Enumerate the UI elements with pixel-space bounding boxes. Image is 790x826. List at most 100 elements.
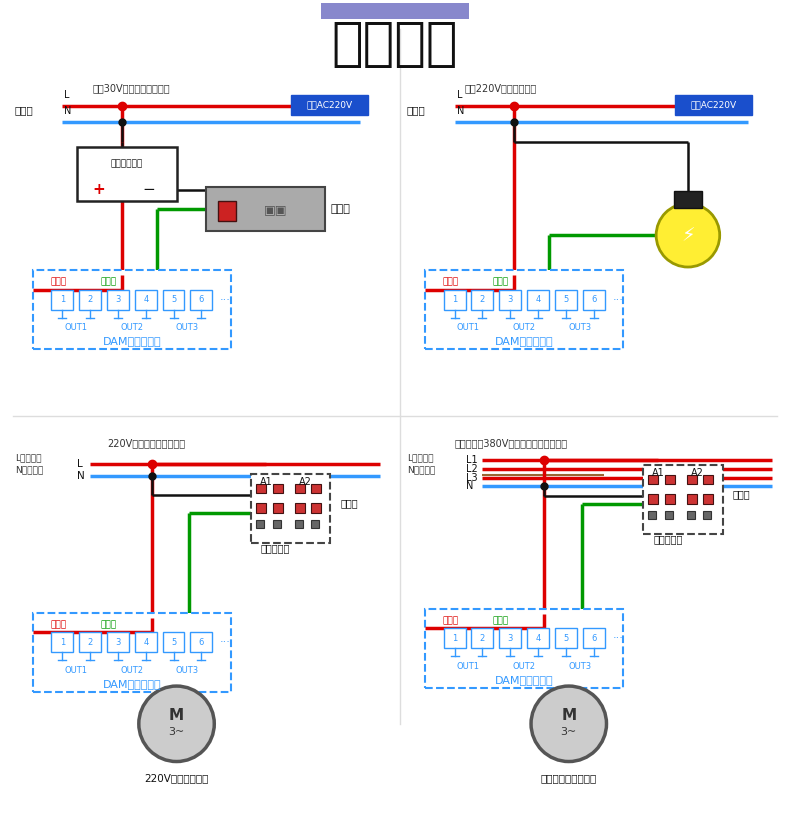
Text: 常开端: 常开端 (492, 278, 509, 287)
FancyBboxPatch shape (273, 503, 283, 513)
FancyBboxPatch shape (665, 475, 675, 485)
Text: ···: ··· (220, 638, 231, 648)
Text: 交流220V设备接线方法: 交流220V设备接线方法 (465, 83, 536, 93)
FancyBboxPatch shape (703, 511, 711, 520)
Text: DAM数采控制器: DAM数采控制器 (495, 336, 554, 346)
Text: L2: L2 (466, 463, 478, 473)
Text: OUT2: OUT2 (120, 666, 143, 675)
Text: L代表火线: L代表火线 (407, 453, 434, 463)
Text: N: N (64, 106, 72, 116)
Text: DAM数采控制器: DAM数采控制器 (495, 675, 554, 685)
Text: 主触点: 主触点 (340, 498, 358, 508)
FancyBboxPatch shape (32, 270, 231, 349)
Circle shape (139, 686, 214, 762)
Text: 5: 5 (171, 638, 176, 647)
Text: OUT1: OUT1 (457, 323, 480, 332)
Text: 主触点: 主触点 (732, 490, 750, 500)
Text: N: N (466, 482, 474, 491)
FancyBboxPatch shape (703, 495, 713, 505)
Text: DAM数采控制器: DAM数采控制器 (103, 679, 161, 689)
Text: 1: 1 (60, 296, 65, 304)
Text: 被控设备电源: 被控设备电源 (111, 159, 143, 169)
FancyBboxPatch shape (135, 290, 156, 310)
Text: 3: 3 (115, 296, 121, 304)
FancyBboxPatch shape (79, 633, 101, 653)
Text: OUT2: OUT2 (513, 662, 536, 671)
FancyBboxPatch shape (107, 633, 129, 653)
Text: 电磁阀: 电磁阀 (330, 205, 350, 215)
Text: 3~: 3~ (168, 727, 185, 737)
FancyBboxPatch shape (273, 483, 283, 493)
FancyBboxPatch shape (687, 495, 697, 505)
Text: +: + (92, 182, 106, 197)
Text: −: − (142, 182, 155, 197)
FancyBboxPatch shape (665, 511, 673, 520)
FancyBboxPatch shape (321, 3, 469, 19)
FancyBboxPatch shape (425, 270, 623, 349)
Text: 2: 2 (480, 296, 485, 304)
FancyBboxPatch shape (527, 629, 549, 648)
Text: 5: 5 (171, 296, 176, 304)
Text: 1: 1 (60, 638, 65, 647)
Text: 4: 4 (536, 634, 540, 643)
Text: OUT2: OUT2 (120, 323, 143, 332)
FancyBboxPatch shape (79, 290, 101, 310)
FancyBboxPatch shape (665, 495, 675, 505)
Text: 常开端: 常开端 (492, 616, 509, 625)
Text: M: M (561, 709, 577, 724)
Text: OUT1: OUT1 (65, 323, 88, 332)
FancyBboxPatch shape (444, 290, 465, 310)
FancyBboxPatch shape (218, 202, 236, 221)
Text: 线圈AC220V: 线圈AC220V (690, 101, 737, 110)
Text: 4: 4 (143, 638, 149, 647)
FancyBboxPatch shape (583, 290, 604, 310)
Text: 3: 3 (115, 638, 121, 647)
FancyBboxPatch shape (295, 483, 305, 493)
Text: 交流接触器: 交流接触器 (261, 543, 290, 553)
Text: 2: 2 (88, 638, 92, 647)
Text: L: L (64, 90, 70, 100)
Text: 交流接触器: 交流接触器 (653, 534, 683, 544)
Text: DAM数采控制器: DAM数采控制器 (103, 336, 161, 346)
Text: OUT2: OUT2 (513, 323, 536, 332)
Text: 电源端: 电源端 (407, 105, 426, 115)
FancyBboxPatch shape (674, 191, 702, 208)
Text: 公共端: 公共端 (51, 278, 66, 287)
Text: A1: A1 (652, 468, 664, 477)
Text: A2: A2 (299, 477, 312, 487)
Text: 3: 3 (507, 634, 513, 643)
FancyBboxPatch shape (425, 609, 623, 688)
Text: L代表火线: L代表火线 (15, 453, 41, 463)
FancyBboxPatch shape (444, 629, 465, 648)
Text: L: L (457, 90, 462, 100)
FancyBboxPatch shape (190, 633, 213, 653)
Text: OUT3: OUT3 (568, 662, 591, 671)
Text: N代表零线: N代表零线 (407, 465, 435, 474)
Text: OUT1: OUT1 (65, 666, 88, 675)
Text: N: N (457, 106, 464, 116)
FancyBboxPatch shape (703, 475, 713, 485)
Text: 4: 4 (536, 296, 540, 304)
Text: 5: 5 (563, 296, 569, 304)
Text: ▣▣: ▣▣ (264, 203, 288, 216)
FancyBboxPatch shape (687, 511, 695, 520)
Text: L1: L1 (466, 454, 478, 465)
Text: OUT1: OUT1 (457, 662, 480, 671)
Text: 电机、泵等大型设备: 电机、泵等大型设备 (540, 773, 597, 783)
Text: 2: 2 (480, 634, 485, 643)
Text: OUT3: OUT3 (176, 666, 199, 675)
FancyBboxPatch shape (51, 633, 73, 653)
Text: 电源端: 电源端 (15, 105, 33, 115)
Text: 常开端: 常开端 (100, 620, 116, 629)
FancyBboxPatch shape (472, 629, 493, 648)
FancyBboxPatch shape (107, 290, 129, 310)
Text: 直流30V以下设备接线方法: 直流30V以下设备接线方法 (92, 83, 170, 93)
Text: 公共端: 公共端 (442, 616, 459, 625)
FancyBboxPatch shape (527, 290, 549, 310)
Text: 6: 6 (591, 296, 596, 304)
Text: 公共端: 公共端 (442, 278, 459, 287)
Text: L: L (77, 458, 83, 468)
Text: 公共端: 公共端 (51, 620, 66, 629)
Text: 线圈AC220V: 线圈AC220V (307, 101, 352, 110)
Text: L3: L3 (466, 472, 478, 482)
